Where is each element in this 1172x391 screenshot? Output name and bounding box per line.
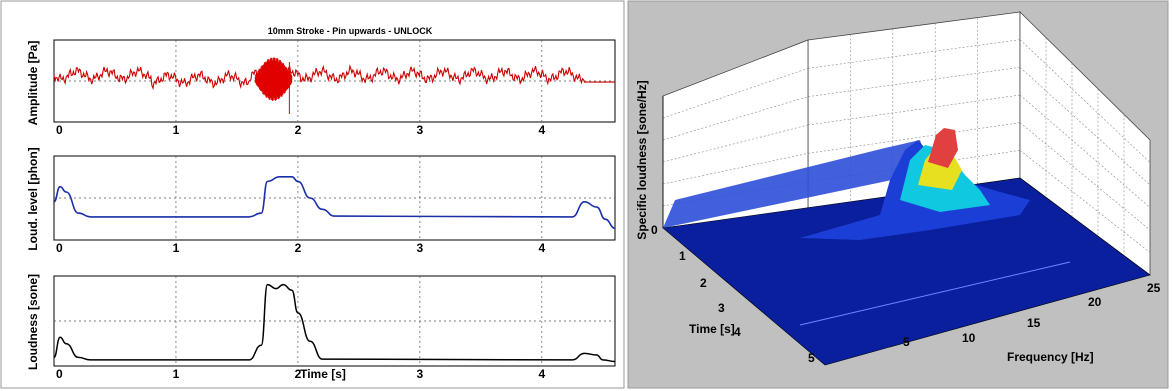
xlabel-time: Time [s] — [300, 367, 346, 381]
frequency-tick-label: 5 — [903, 335, 910, 349]
ylabel-loudness: Loudness [sone] — [26, 274, 40, 370]
frequency-tick-label: 25 — [1147, 281, 1161, 295]
frequency-tick-label: 20 — [1088, 295, 1102, 309]
ylabel-amplitude: Amplitude [Pa] — [26, 41, 40, 126]
grid — [54, 276, 615, 366]
x-tick-label: 3 — [417, 367, 424, 381]
z-tick-0: 0 — [651, 223, 658, 237]
amplitude-line — [53, 64, 615, 91]
zlabel-specific-loudness: Specific loudness [sone/Hz] — [635, 80, 649, 239]
x-ticks: 0 1 2 3 4 — [56, 367, 545, 381]
wall-grid-line — [1019, 94, 1151, 208]
wall-grid-line — [1019, 67, 1151, 186]
x-tick-label: 3 — [417, 241, 424, 255]
x-tick-label: 1 — [173, 123, 180, 137]
x-tick-label: 1 — [173, 241, 180, 255]
time-tick-label: 2 — [700, 276, 707, 290]
loudness-level-line — [53, 176, 616, 229]
wall-grid-line — [662, 96, 809, 141]
x-tick-label: 4 — [538, 367, 545, 381]
x-tick-label: 1 — [173, 367, 180, 381]
x-ticks: 0 1 2 3 4 — [56, 123, 545, 137]
wall-grid-line — [1019, 122, 1151, 231]
loudness-line — [53, 283, 616, 363]
wall-grid-line — [662, 124, 809, 163]
ylabel-loudness-level: Loud. level [phon] — [26, 147, 40, 250]
surface-ridge-line — [799, 261, 1071, 326]
subplot-loudness-level: 0 1 2 3 4 Loud. level [phon] — [26, 147, 616, 255]
x-tick-label: 2 — [295, 367, 302, 381]
frequency-tick-label: 10 — [962, 331, 976, 345]
xlabel-frequency: Frequency [Hz] — [1007, 350, 1094, 364]
subplot-loudness: 0 1 2 3 4 Loudness [sone] Time [s] — [26, 274, 616, 381]
ylabel-time-3d: Time [s] — [689, 322, 735, 336]
time-tick-label: 4 — [734, 325, 741, 339]
time-tick-label: 3 — [718, 301, 725, 315]
x-tick-label: 4 — [538, 123, 545, 137]
wall-grid-line — [1019, 39, 1151, 163]
wall-grid-line — [662, 68, 809, 119]
subplot-amplitude: 0 1 2 3 4 Amplitude [Pa] — [26, 39, 616, 137]
wall-grid-line — [1019, 150, 1151, 253]
x-tick-label: 0 — [56, 367, 63, 381]
x-tick-label: 2 — [295, 123, 302, 137]
x-tick-label: 3 — [417, 123, 424, 137]
x-tick-label: 0 — [56, 241, 63, 255]
time-tick-label: 5 — [808, 351, 815, 365]
grid — [54, 156, 615, 240]
x-tick-label: 0 — [56, 123, 63, 137]
surface-peak-red — [928, 128, 958, 168]
x-tick-label: 2 — [295, 241, 302, 255]
frequency-tick-label: 15 — [1027, 316, 1041, 330]
amplitude-burst — [254, 57, 293, 114]
surface-back-band — [663, 140, 930, 228]
x-ticks: 0 1 2 3 4 — [56, 241, 545, 255]
left-title: 10mm Stroke - Pin upwards - UNLOCK — [268, 26, 433, 36]
frequency-ticks: 5 10 15 20 25 — [903, 281, 1161, 349]
time-tick-label: 1 — [679, 249, 686, 263]
wall-grid-line — [662, 153, 809, 185]
x-tick-label: 4 — [538, 241, 545, 255]
